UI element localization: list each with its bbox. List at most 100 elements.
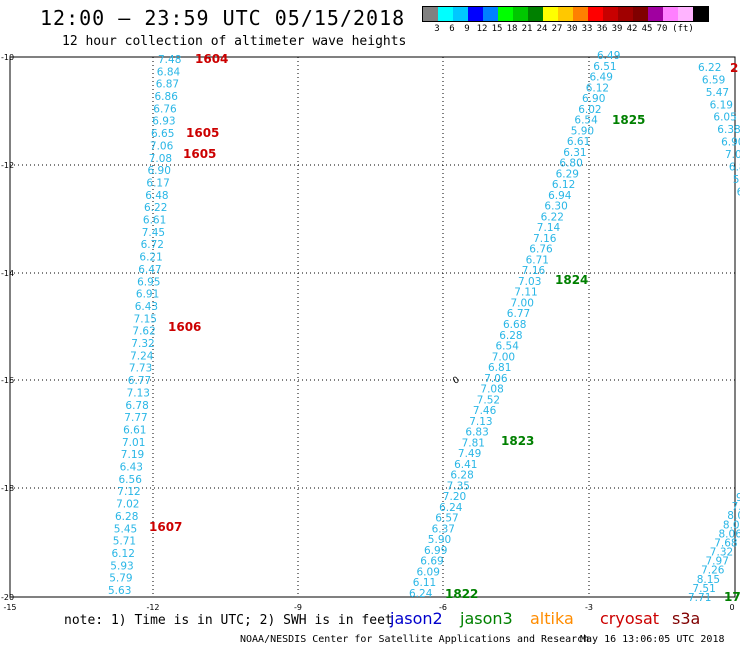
track-value: 6.37 xyxy=(432,523,455,535)
track-value: 7.77 xyxy=(124,412,147,424)
track-value: 8.06 xyxy=(719,528,740,540)
track-value: 6.95 xyxy=(137,276,160,288)
track-value: 6.21 xyxy=(139,252,162,264)
track-value: 6.83 xyxy=(465,427,488,439)
lon-label-m12: -12 xyxy=(146,603,159,612)
legend-swatch-0 xyxy=(423,7,438,21)
lat-label-m16: -16 xyxy=(1,376,14,385)
track-value: 7.00 xyxy=(492,351,515,363)
track-value: 5.47 xyxy=(706,87,729,99)
track-value: 7.81 xyxy=(462,437,485,449)
track-value: 7.8 xyxy=(732,501,740,513)
legend-swatch-3 xyxy=(468,7,483,21)
track-value: 6.24 xyxy=(439,502,463,514)
legend-swatch-8 xyxy=(543,7,558,21)
legend-label: 24 xyxy=(536,24,548,34)
track-value: 6.38 xyxy=(717,124,740,136)
track-value: 7.16 xyxy=(522,265,546,277)
satellite-jason2: jason2 xyxy=(390,609,443,628)
track-value: 7.46 xyxy=(473,405,497,417)
lon-label-m6: -6 xyxy=(439,603,447,612)
track-value: 6.54 xyxy=(496,341,520,353)
legend-label: 42 xyxy=(626,24,638,34)
color-legend: 3 6 9 12 15 18 21 24 27 30 33 36 39 42 45 70 (ft) xyxy=(422,6,709,34)
track-value: 6.90 xyxy=(721,137,740,149)
lat-label-m12: -12 xyxy=(1,161,14,170)
track-value: 7.15 xyxy=(134,313,157,325)
track-value: 7.20 xyxy=(443,491,466,503)
track-value: 7.08 xyxy=(149,153,172,165)
map-subtitle: 12 hour collection of altimeter wave hei… xyxy=(62,34,407,49)
satellite-altika: altika xyxy=(530,609,574,628)
legend-label: 21 xyxy=(521,24,533,34)
track-value: 7.00 xyxy=(511,298,534,310)
time-1824: 1824 xyxy=(555,273,588,287)
track-value: 6.61 xyxy=(567,136,590,148)
track-value: 5.90 xyxy=(428,534,451,546)
track-value: 5.90 xyxy=(571,125,594,137)
time-1823: 1823 xyxy=(501,434,534,448)
legend-label: (ft) xyxy=(672,24,694,34)
track-value: 7.14 xyxy=(537,222,561,234)
track-value: 6.72 xyxy=(141,239,164,251)
track-value: 6.90 xyxy=(582,93,605,105)
track-value: 7.51 xyxy=(692,583,715,595)
generated-timestamp: May 16 13:06:05 UTC 2018 xyxy=(580,634,725,645)
track-value: 7.97 xyxy=(706,556,729,568)
legend-label: 18 xyxy=(506,24,518,34)
satellite-s3a: s3a xyxy=(672,609,701,628)
legend-swatch-16 xyxy=(663,7,678,21)
track-value: 7.16 xyxy=(533,233,557,245)
track-value: 6.09 xyxy=(417,567,440,579)
track-value: 6.05 xyxy=(713,112,736,124)
track-value: 6.78 xyxy=(125,400,148,412)
lon-label-m9: -9 xyxy=(294,603,302,612)
legend-swatch-4 xyxy=(483,7,498,21)
track-value: 6.94 xyxy=(548,190,572,202)
track-value: 7.13 xyxy=(469,416,492,428)
track-value: 6.76 xyxy=(529,244,553,256)
track-value: 6.22 xyxy=(541,211,564,223)
time-1607: 1607 xyxy=(149,520,182,534)
legend-swatch-17 xyxy=(678,7,693,21)
track-value: 7.04 xyxy=(725,149,740,161)
track-start-mark: 0 xyxy=(451,375,461,387)
track-value: 6.22 xyxy=(144,202,167,214)
track-value: 5.45 xyxy=(114,523,137,535)
track-value: 7.62 xyxy=(132,326,155,338)
map-frame xyxy=(9,56,736,598)
track-value: 7.08 xyxy=(480,384,503,396)
track-value: 6.68 xyxy=(503,319,526,331)
legend-swatch-11 xyxy=(588,7,603,21)
legend-swatch-14 xyxy=(633,7,648,21)
track-value: 5.63 xyxy=(108,585,131,597)
lat-label-m20: -20 xyxy=(1,593,14,602)
track-value: 7.24 xyxy=(130,350,154,362)
track-value: 6.28 xyxy=(499,330,522,342)
legend-label: 12 xyxy=(476,24,488,34)
legend-swatch-1 xyxy=(438,7,453,21)
track-value: 7.02 xyxy=(116,499,139,511)
track-value: 6.61 xyxy=(143,215,166,227)
track-value: 8.07 xyxy=(723,519,740,531)
track-value: 6.80 xyxy=(559,158,582,170)
lat-label-m18: -18 xyxy=(1,484,14,493)
legend-label: 30 xyxy=(566,24,578,34)
track-value: 7.73 xyxy=(129,363,152,375)
lon-label-m3: -3 xyxy=(585,603,593,612)
track-value: 7.06 xyxy=(484,373,508,385)
legend-swatch-10 xyxy=(573,7,588,21)
track-value: 6.29 xyxy=(556,168,579,180)
track-value: 6.28 xyxy=(450,470,473,482)
time-edge-top: 2 xyxy=(730,61,738,75)
legend-label: 6 xyxy=(449,24,455,34)
map-title: 12:00 — 23:59 UTC 05/15/2018 xyxy=(40,6,406,30)
track-value: 8.0 xyxy=(727,510,740,522)
track-value: 6.43 xyxy=(135,301,158,313)
time-1605a: 1605 xyxy=(186,126,219,140)
track-value: 6.17 xyxy=(146,178,169,190)
legend-swatch-18 xyxy=(693,7,708,21)
track-value: 7.13 xyxy=(127,387,150,399)
legend-label: 3 xyxy=(434,24,440,34)
track-value: 6.71 xyxy=(526,254,549,266)
